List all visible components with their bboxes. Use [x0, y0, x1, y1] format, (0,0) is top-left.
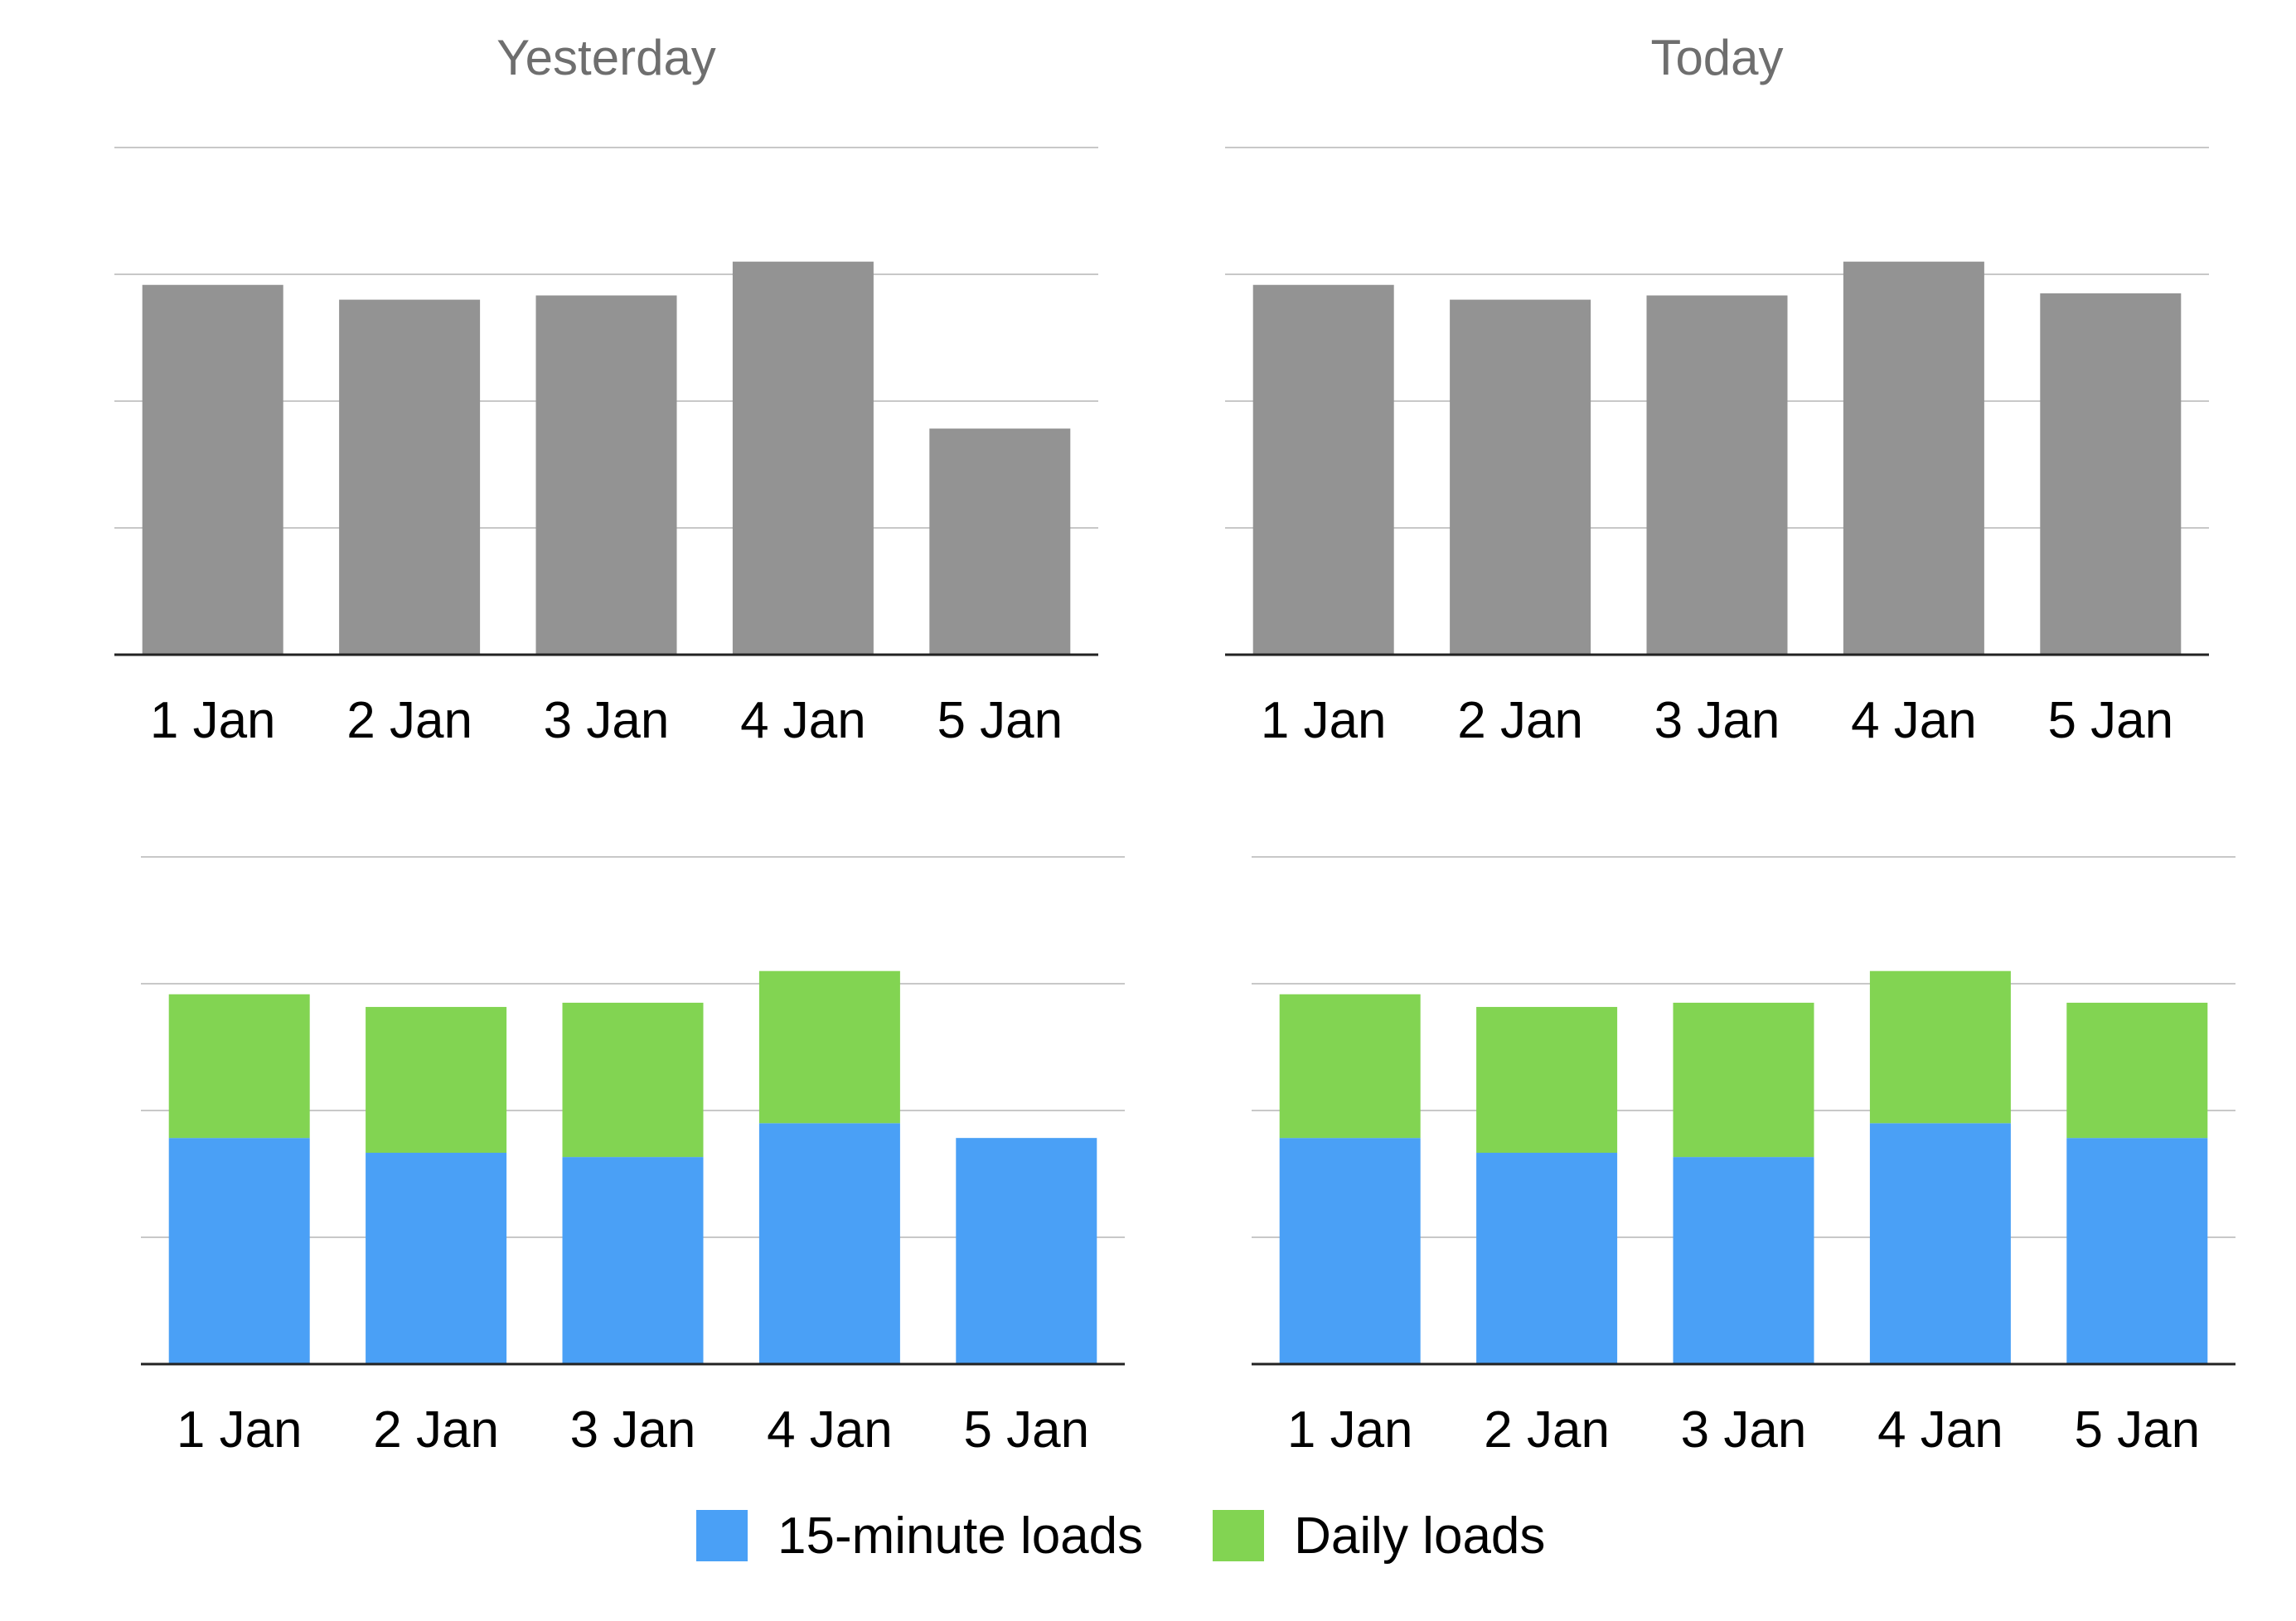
bar-daily-loads-3	[562, 1002, 704, 1158]
legend: 15-minute loads Daily loads	[696, 1507, 1545, 1565]
bar-15-minute-loads-4	[758, 1123, 900, 1364]
bar-15-minute-loads-2	[366, 1153, 507, 1364]
x-tick-label: 3 Jan	[1681, 1401, 1807, 1459]
bar-value-3	[535, 295, 677, 655]
bar-15-minute-loads-5	[2066, 1138, 2208, 1364]
x-tick-label: 3 Jan	[570, 1401, 696, 1459]
x-tick-label: 1 Jan	[150, 692, 276, 749]
legend-item-daily: Daily loads	[1213, 1507, 1545, 1565]
bar-15-minute-loads-1	[168, 1138, 310, 1364]
bar-15-minute-loads-2	[1476, 1153, 1618, 1364]
bar-value-2	[1450, 299, 1591, 655]
x-tick-label: 5 Jan	[963, 1401, 1089, 1459]
bar-value-4	[1843, 261, 1984, 655]
x-tick-label: 4 Jan	[1877, 1401, 2003, 1459]
bar-value-3	[1646, 295, 1788, 655]
legend-swatch-daily	[1213, 1510, 1265, 1561]
bar-15-minute-loads-1	[1279, 1138, 1421, 1364]
bar-daily-loads-2	[1476, 1007, 1618, 1153]
bar-daily-loads-5	[2066, 1002, 2208, 1139]
x-tick-label: 5 Jan	[2047, 692, 2173, 749]
bar-15-minute-loads-3	[562, 1157, 704, 1364]
bar-daily-loads-2	[366, 1007, 507, 1153]
x-tick-label: 2 Jan	[373, 1401, 499, 1459]
bar-daily-loads-1	[1279, 994, 1421, 1139]
bar-daily-loads-3	[1673, 1002, 1814, 1158]
x-tick-label: 3 Jan	[1654, 692, 1780, 749]
bar-daily-loads-1	[168, 994, 310, 1139]
x-tick-label: 2 Jan	[346, 692, 472, 749]
bar-daily-loads-4	[758, 970, 900, 1124]
bar-value-1	[142, 284, 283, 655]
legend-label-daily: Daily loads	[1294, 1507, 1546, 1565]
chart-title: Yesterday	[496, 30, 716, 85]
x-tick-label: 5 Jan	[2074, 1401, 2200, 1459]
chart-title: Today	[1650, 30, 1783, 85]
x-tick-label: 1 Jan	[1287, 1401, 1413, 1459]
legend-label-15-minute: 15-minute loads	[777, 1507, 1144, 1565]
x-tick-label: 4 Jan	[1851, 692, 1977, 749]
bar-15-minute-loads-3	[1673, 1157, 1814, 1364]
x-tick-label: 1 Jan	[177, 1401, 303, 1459]
legend-item-15-minute: 15-minute loads	[696, 1507, 1143, 1565]
bar-value-2	[339, 299, 481, 655]
bar-daily-loads-4	[1869, 970, 2011, 1124]
x-tick-label: 5 Jan	[937, 692, 1063, 749]
bar-value-1	[1252, 284, 1394, 655]
bar-value-5	[2040, 293, 2182, 655]
bar-value-5	[929, 428, 1071, 655]
x-tick-label: 4 Jan	[740, 692, 866, 749]
bar-15-minute-loads-5	[956, 1138, 1097, 1364]
x-tick-label: 2 Jan	[1484, 1401, 1610, 1459]
legend-swatch-15-minute	[696, 1510, 748, 1561]
x-tick-label: 2 Jan	[1457, 692, 1583, 749]
x-tick-label: 1 Jan	[1261, 692, 1387, 749]
x-tick-label: 4 Jan	[767, 1401, 893, 1459]
x-tick-label: 3 Jan	[544, 692, 670, 749]
bar-value-4	[732, 261, 874, 655]
bar-15-minute-loads-4	[1869, 1123, 2011, 1364]
